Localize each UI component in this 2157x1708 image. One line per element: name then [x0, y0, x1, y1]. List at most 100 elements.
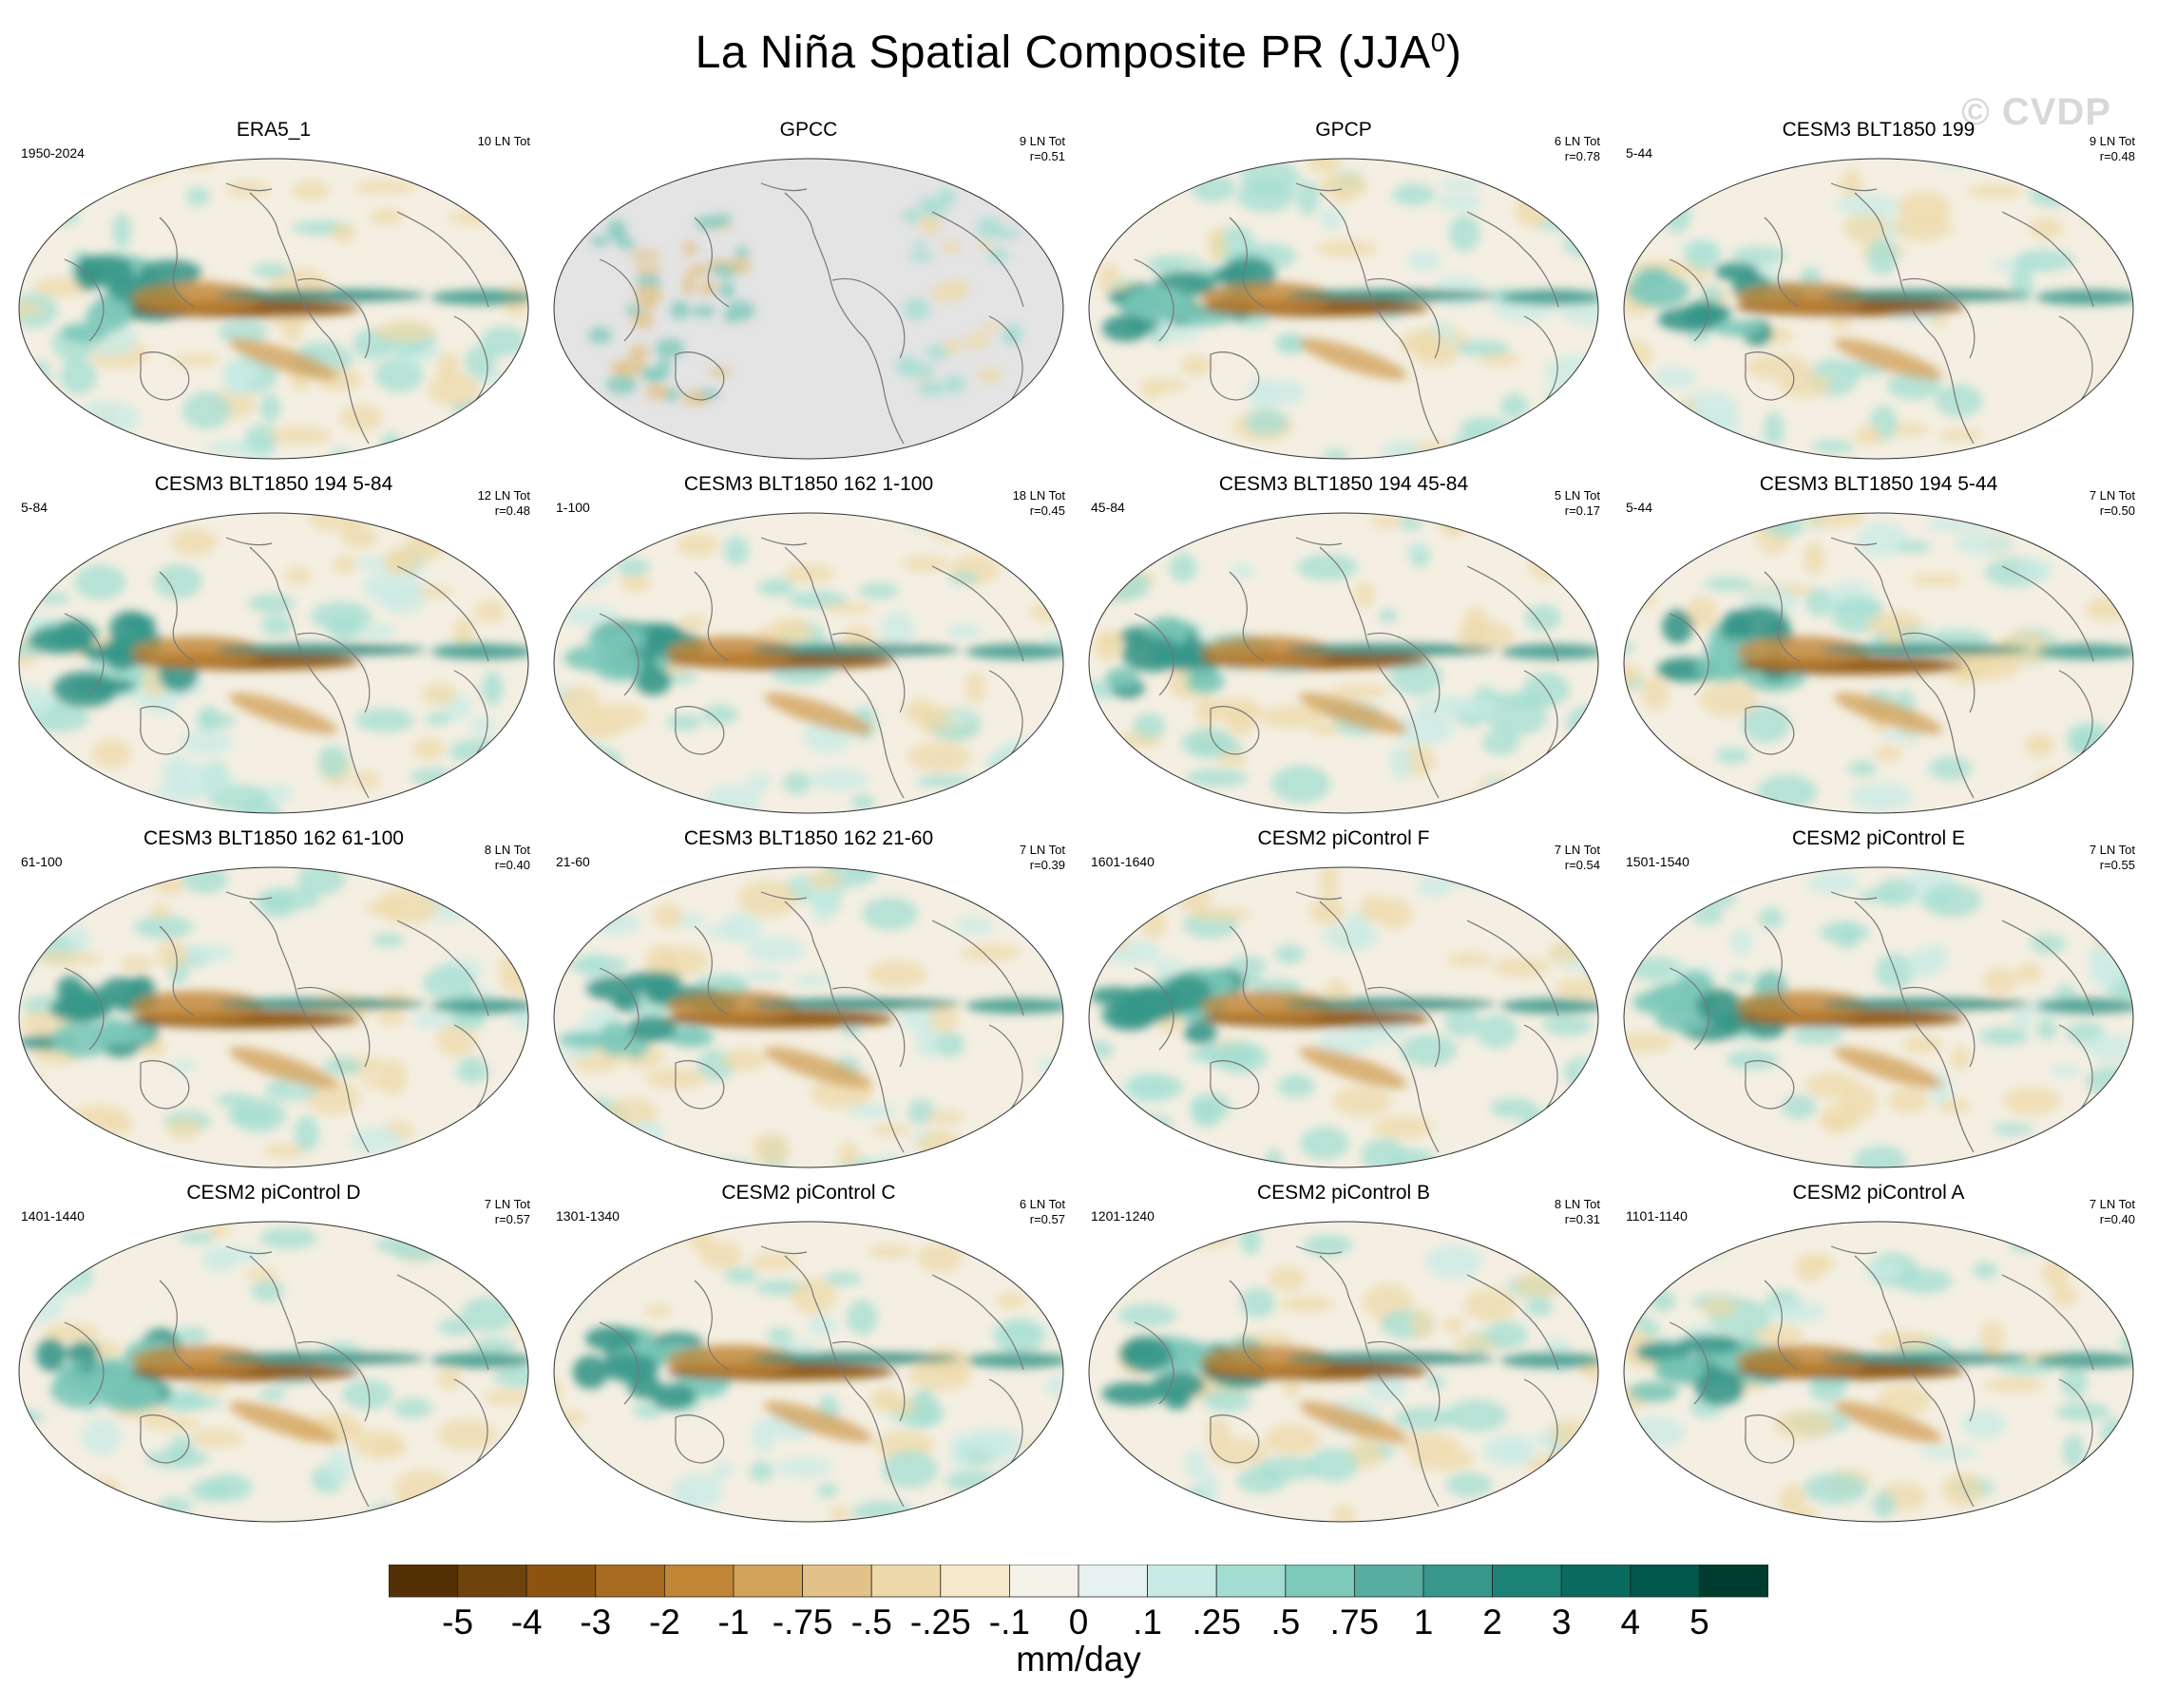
- map-field: [19, 1222, 528, 1522]
- panel-event-count: 5 LN Tot: [1554, 488, 1600, 503]
- panel-event-count: 9 LN Tot: [2089, 134, 2135, 148]
- panel-pattern-correlation: r=0.31: [1564, 1212, 1600, 1226]
- robinson-map: [1623, 1221, 2134, 1523]
- robinson-map: [553, 1221, 1064, 1523]
- panel-pattern-correlation: r=0.54: [1564, 858, 1600, 872]
- panel-event-count: 10 LN Tot: [477, 134, 530, 148]
- panel-stats: 7 LN Tot r=0.50: [2090, 488, 2135, 519]
- panel-pattern-correlation: r=0.17: [1564, 503, 1600, 518]
- map-field: [1624, 513, 2133, 813]
- colorbar-tick-label: -4: [510, 1603, 543, 1642]
- colorbar-units: mm/day: [1016, 1640, 1141, 1679]
- coastlines: [599, 182, 1024, 445]
- coastlines: [1669, 1245, 2094, 1508]
- colorbar-swatch: [940, 1565, 1010, 1598]
- panel-title: CESM3 BLT1850 162 61-100: [143, 827, 404, 849]
- coastlines: [1669, 537, 2094, 799]
- panel-pattern-correlation: r=0.78: [1564, 149, 1600, 163]
- colorbar-tick-label: -1: [717, 1603, 750, 1642]
- panel-title: CESM2 piControl E: [1791, 827, 1966, 849]
- colorbar-tick-label: -.25: [909, 1603, 971, 1642]
- panel-title: ERA5_1: [236, 119, 312, 141]
- panel-period: 1601-1640: [1091, 854, 1155, 869]
- robinson-map: [1623, 512, 2134, 814]
- coastlines: [599, 891, 1024, 1153]
- colorbar-tick-label: -5: [442, 1603, 474, 1642]
- map-border: [1088, 1221, 1599, 1523]
- colorbar-tick-label: 4: [1620, 1603, 1641, 1642]
- map-panel: CESM2 piControl C 1301-1340 6 LN Tot r=0.57: [543, 1182, 1075, 1524]
- panel-period: 21-60: [556, 854, 590, 869]
- panel-event-count: 8 LN Tot: [1554, 1197, 1600, 1211]
- panel-period: 1301-1340: [556, 1208, 620, 1224]
- map-panel: ERA5_1 1950-2024 10 LN Tot: [8, 119, 540, 461]
- panel-period: 1201-1240: [1091, 1208, 1155, 1224]
- panel-pattern-correlation: r=0.51: [1029, 149, 1065, 163]
- map-field: [554, 867, 1063, 1167]
- panel-title: CESM2 piControl A: [1792, 1182, 1965, 1204]
- map-border: [1623, 512, 2134, 814]
- map-panel: GPCC 9 LN Tot r=0.51: [543, 119, 1075, 461]
- map-field: [554, 1222, 1063, 1522]
- panel-title: GPCP: [1315, 119, 1372, 141]
- panel-event-count: 8 LN Tot: [484, 843, 530, 857]
- coastlines: [64, 182, 489, 445]
- map-panel: CESM2 piControl B 1201-1240 8 LN Tot r=0.31: [1078, 1182, 1610, 1524]
- panel-pattern-correlation: r=0.48: [2099, 149, 2135, 163]
- colorbar-tick-label: -.1: [988, 1603, 1030, 1642]
- map-border: [1623, 1221, 2134, 1523]
- panel-stats: 7 LN Tot r=0.39: [1020, 843, 1065, 873]
- colorbar-swatch: [1630, 1565, 1700, 1598]
- coastlines: [64, 891, 489, 1153]
- panel-stats: 8 LN Tot r=0.40: [485, 843, 530, 873]
- map-panel: CESM3 BLT1850 194 5-84 5-84 12 LN Tot r=0.4…: [8, 473, 540, 815]
- colorbar-tick-label: .25: [1192, 1603, 1241, 1642]
- panel-period: 45-84: [1091, 500, 1125, 515]
- panel-event-count: 7 LN Tot: [1554, 843, 1600, 857]
- robinson-map: [18, 158, 529, 460]
- colorbar-tick-label: 2: [1482, 1603, 1502, 1642]
- panel-event-count: 7 LN Tot: [2089, 488, 2135, 503]
- colorbar-tick-label: 5: [1689, 1603, 1709, 1642]
- panel-stats: 6 LN Tot r=0.57: [1020, 1197, 1065, 1227]
- map-border: [1623, 866, 2134, 1168]
- panel-stats: 9 LN Tot r=0.51: [1020, 134, 1065, 164]
- precip-anomaly-pattern: [19, 867, 528, 1167]
- panel-stats: 12 LN Tot r=0.48: [478, 488, 530, 519]
- figure-title-superscript: 0: [1430, 28, 1446, 57]
- figure-title: La Niña Spatial Composite PR (JJA0): [0, 27, 2157, 79]
- panel-period: 1950-2024: [21, 145, 85, 161]
- map-field: [1624, 1222, 2133, 1522]
- colorbar-tick-label: .5: [1270, 1603, 1301, 1642]
- panel-stats: 18 LN Tot r=0.45: [1013, 488, 1065, 519]
- colorbar-swatch: [1492, 1565, 1562, 1598]
- panel-stats: 7 LN Tot r=0.40: [2090, 1197, 2135, 1227]
- panel-title: CESM3 BLT1850 199: [1782, 119, 1976, 141]
- map-border: [1088, 158, 1599, 460]
- colorbar-tick-label: 3: [1551, 1603, 1572, 1642]
- coastlines: [64, 537, 489, 799]
- robinson-map: [18, 1221, 529, 1523]
- map-panel: CESM3 BLT1850 162 1-100 1-100 18 LN Tot r=0…: [543, 473, 1075, 815]
- map-panel: CESM3 BLT1850 162 61-100 61-100 8 LN Tot r=…: [8, 827, 540, 1169]
- colorbar-swatch: [1285, 1565, 1355, 1598]
- panel-stats: 10 LN Tot: [478, 134, 530, 149]
- colorbar-swatch: [595, 1565, 665, 1598]
- colorbar: [389, 1565, 1768, 1598]
- colorbar-swatch: [389, 1565, 458, 1598]
- panel-title: CESM3 BLT1850 194 5-44: [1759, 473, 1998, 495]
- colorbar-swatch: [1354, 1565, 1424, 1598]
- figure-title-close: ): [1445, 28, 1462, 78]
- coastlines: [599, 537, 1024, 799]
- map-panel: CESM3 BLT1850 194 5-44 5-44 7 LN Tot r=0.50: [1613, 473, 2145, 815]
- coastlines: [1669, 182, 2094, 445]
- panel-title: CESM2 piControl D: [186, 1182, 361, 1204]
- panel-period: 1401-1440: [21, 1208, 85, 1224]
- panel-pattern-correlation: r=0.40: [494, 858, 530, 872]
- colorbar-tick-label: .75: [1329, 1603, 1380, 1642]
- colorbar-tick-label: -3: [580, 1603, 612, 1642]
- map-border: [553, 512, 1064, 814]
- panel-event-count: 7 LN Tot: [2089, 1197, 2135, 1211]
- panel-period: 1-100: [556, 500, 590, 515]
- map-panel: CESM2 piControl F 1601-1640 7 LN Tot r=0.54: [1078, 827, 1610, 1169]
